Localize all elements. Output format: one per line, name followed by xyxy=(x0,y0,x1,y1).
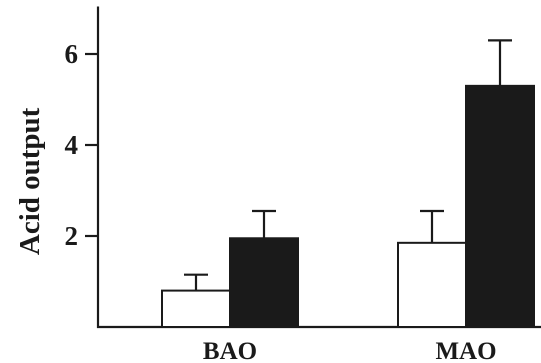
bar-bao-2 xyxy=(229,237,299,328)
error-bar-bao-2 xyxy=(252,209,276,239)
y-tick-label-4: 4 xyxy=(65,130,79,160)
y-axis-title: Acid output xyxy=(14,107,46,255)
bars xyxy=(161,84,535,329)
y-ticks: 2 4 6 xyxy=(65,39,98,251)
y-tick-label-2: 2 xyxy=(65,221,79,251)
y-axis-title-group: Acid output xyxy=(14,107,46,255)
error-bars xyxy=(184,39,512,291)
y-tick-label-6: 6 xyxy=(65,39,79,69)
bar-mao-2 xyxy=(465,84,535,328)
bar-mao-1 xyxy=(397,241,467,328)
category-labels: BAO MAO xyxy=(203,338,497,363)
category-label-mao: MAO xyxy=(435,338,496,363)
error-bar-mao-2 xyxy=(488,39,512,86)
error-bar-bao-1 xyxy=(184,273,208,291)
error-bar-mao-1 xyxy=(420,209,444,243)
bar-bao-1 xyxy=(161,289,231,329)
category-label-bao: BAO xyxy=(203,338,257,363)
